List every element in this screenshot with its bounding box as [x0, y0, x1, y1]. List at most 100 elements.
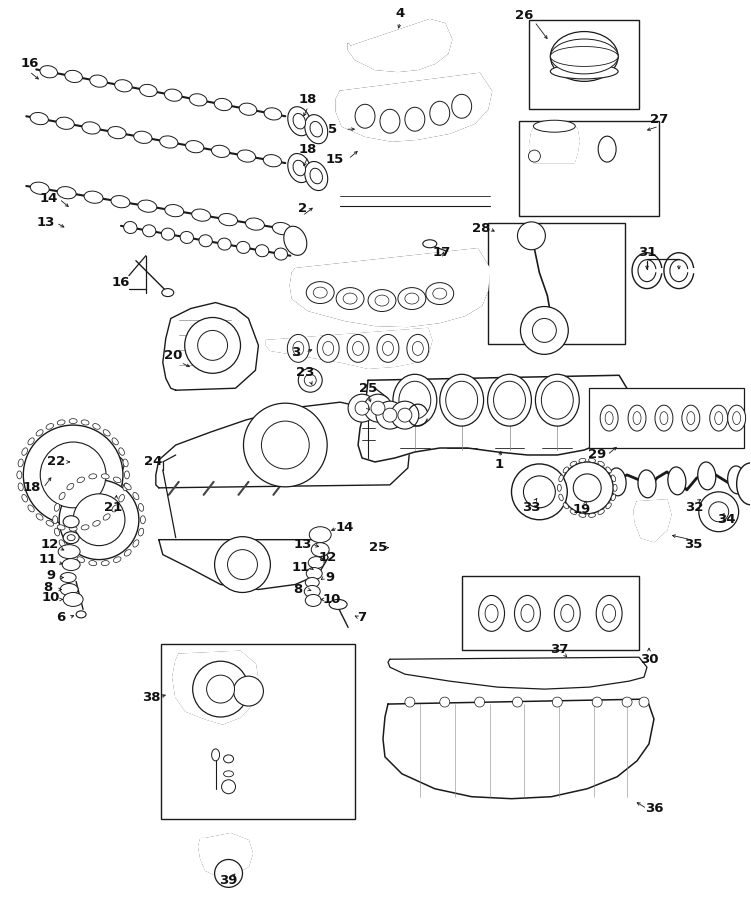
Ellipse shape [310, 122, 322, 137]
Ellipse shape [57, 420, 65, 425]
Circle shape [222, 779, 236, 794]
Ellipse shape [140, 516, 146, 524]
Text: 16: 16 [20, 57, 38, 70]
Ellipse shape [22, 448, 28, 455]
Circle shape [523, 476, 555, 508]
Bar [487, 223, 625, 345]
Ellipse shape [224, 770, 234, 777]
Ellipse shape [76, 611, 86, 618]
Ellipse shape [46, 520, 53, 526]
Ellipse shape [611, 494, 616, 500]
Ellipse shape [46, 424, 53, 429]
Ellipse shape [56, 117, 74, 130]
Text: 36: 36 [644, 802, 663, 815]
Ellipse shape [161, 228, 175, 240]
Text: 33: 33 [522, 501, 541, 514]
Ellipse shape [336, 288, 364, 310]
Ellipse shape [180, 231, 194, 244]
Circle shape [639, 698, 649, 707]
Text: 18: 18 [22, 482, 41, 494]
Text: 19: 19 [572, 503, 590, 517]
Ellipse shape [59, 540, 65, 547]
Ellipse shape [698, 462, 716, 490]
Ellipse shape [59, 492, 65, 500]
Text: 15: 15 [326, 153, 344, 166]
Ellipse shape [67, 550, 74, 556]
Circle shape [709, 502, 728, 522]
Ellipse shape [426, 283, 454, 304]
Ellipse shape [134, 131, 152, 143]
Circle shape [532, 319, 556, 342]
Ellipse shape [54, 503, 59, 511]
Circle shape [529, 150, 541, 162]
Ellipse shape [655, 405, 673, 431]
Ellipse shape [570, 461, 577, 466]
Circle shape [698, 491, 739, 532]
Ellipse shape [485, 605, 498, 623]
Circle shape [261, 421, 309, 469]
Ellipse shape [77, 557, 85, 562]
Ellipse shape [113, 477, 121, 482]
Ellipse shape [92, 520, 100, 526]
Text: 23: 23 [296, 365, 315, 379]
Ellipse shape [264, 108, 282, 120]
Ellipse shape [613, 484, 617, 491]
Ellipse shape [554, 596, 581, 631]
Ellipse shape [563, 467, 569, 472]
Ellipse shape [355, 104, 375, 128]
Circle shape [391, 401, 419, 429]
Ellipse shape [710, 405, 728, 431]
Ellipse shape [541, 382, 573, 419]
Text: 27: 27 [650, 112, 668, 126]
Ellipse shape [375, 295, 389, 306]
Ellipse shape [293, 160, 306, 176]
Ellipse shape [407, 335, 429, 363]
Ellipse shape [143, 225, 156, 237]
Ellipse shape [430, 102, 450, 125]
Ellipse shape [377, 335, 399, 363]
Ellipse shape [589, 513, 596, 518]
Ellipse shape [317, 335, 339, 363]
Text: 26: 26 [515, 9, 534, 22]
Text: 8: 8 [44, 581, 53, 594]
Text: 38: 38 [142, 690, 160, 704]
Ellipse shape [605, 411, 613, 425]
Ellipse shape [559, 494, 563, 500]
Ellipse shape [398, 288, 426, 310]
Ellipse shape [306, 282, 334, 303]
Ellipse shape [305, 595, 321, 607]
Ellipse shape [412, 341, 424, 356]
Ellipse shape [305, 161, 327, 191]
Ellipse shape [138, 528, 143, 536]
Ellipse shape [633, 411, 641, 425]
Ellipse shape [60, 572, 76, 582]
Ellipse shape [18, 459, 23, 467]
Ellipse shape [124, 221, 137, 233]
Ellipse shape [103, 514, 110, 520]
Ellipse shape [559, 475, 563, 482]
Ellipse shape [112, 505, 119, 512]
Text: 11: 11 [291, 561, 309, 574]
Text: 22: 22 [47, 455, 65, 469]
Ellipse shape [218, 238, 231, 250]
Bar [462, 575, 639, 651]
Ellipse shape [77, 477, 85, 482]
Ellipse shape [737, 463, 751, 505]
Ellipse shape [119, 448, 125, 455]
Circle shape [383, 409, 397, 422]
Ellipse shape [660, 411, 668, 425]
Ellipse shape [293, 113, 306, 129]
Ellipse shape [17, 471, 22, 479]
Ellipse shape [570, 509, 577, 515]
Ellipse shape [478, 596, 505, 631]
Circle shape [520, 307, 569, 355]
Ellipse shape [608, 468, 626, 496]
Ellipse shape [550, 47, 618, 67]
Polygon shape [173, 652, 258, 724]
Ellipse shape [89, 75, 107, 87]
Circle shape [193, 662, 249, 717]
Text: 25: 25 [359, 382, 377, 395]
Ellipse shape [451, 94, 472, 118]
Text: 18: 18 [299, 93, 318, 106]
Ellipse shape [160, 136, 178, 149]
